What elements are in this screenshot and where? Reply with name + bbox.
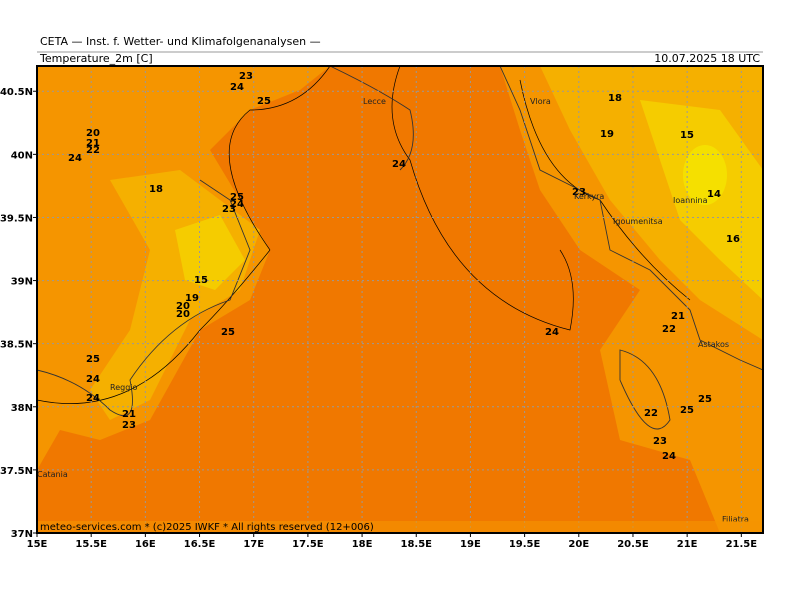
contour-label: 25	[257, 96, 271, 107]
contour-label: 23	[653, 436, 667, 447]
contour-label: 25	[698, 394, 712, 405]
x-tick-label: 20E	[568, 539, 589, 550]
contour-label: 24	[392, 159, 406, 170]
x-tick-label: 16.5E	[184, 539, 216, 550]
footer-band	[37, 521, 763, 533]
y-tick-label: 40N	[11, 150, 33, 161]
contour-label: 25	[230, 192, 244, 203]
y-tick-label: 37.5N	[0, 466, 33, 477]
contour-label: 22	[86, 145, 100, 156]
y-tick-label: 38.5N	[0, 340, 33, 351]
y-tick-label: 39N	[11, 277, 33, 288]
contour-lines	[37, 66, 691, 404]
contour-label: 16	[726, 234, 740, 245]
contour-label: 20	[176, 301, 190, 312]
x-tick-label: 18E	[352, 539, 373, 550]
contour-label: 24	[545, 327, 559, 338]
axes: 15E 15.5E 16E 16.5E 17E 17.5E 18E 18.5E 19E 19.5E…	[0, 87, 757, 550]
place-name: Reggio	[110, 383, 138, 392]
contour-label: 20	[176, 309, 190, 320]
place-name: Catania	[37, 470, 68, 479]
x-tick-label: 21.5E	[726, 539, 758, 550]
contour-label: 22	[644, 408, 658, 419]
header-title: CETA — Inst. f. Wetter- und Klimafolgena…	[40, 35, 321, 48]
place-name: Astakos	[698, 340, 729, 349]
contour-label-layer: 2324252021222418252423151920202525242421…	[68, 71, 740, 462]
y-tick-label: 40.5N	[0, 87, 33, 98]
contour-label: 15	[680, 130, 694, 141]
footer-text: meteo-services.com * (c)2025 IWKF * All …	[40, 522, 374, 533]
contour-label: 25	[680, 405, 694, 416]
contour-label: 21	[122, 409, 136, 420]
contour-label: 21	[671, 311, 685, 322]
contour-label: 22	[662, 324, 676, 335]
contour-label: 23	[239, 71, 253, 82]
place-name: Filiatra	[722, 515, 749, 524]
place-name: Lecce	[363, 97, 386, 106]
x-tick-label: 15.5E	[75, 539, 107, 550]
contour-label: 24	[230, 199, 244, 210]
contour-label: 24	[68, 153, 82, 164]
y-tick-label: 37N	[11, 529, 33, 540]
x-tick-label: 17E	[243, 539, 264, 550]
contour-label: 24	[230, 82, 244, 93]
variable-label: Temperature_2m [C]	[39, 52, 153, 65]
contour-label: 24	[86, 374, 100, 385]
place-name: Ioannina	[673, 196, 708, 205]
place-name: Kerkyra	[574, 192, 604, 201]
x-tick-label: 18.5E	[400, 539, 432, 550]
mountain-cooler	[175, 215, 245, 290]
contour-label: 24	[662, 451, 676, 462]
contour-label: 19	[600, 129, 614, 140]
coastlines	[37, 66, 763, 430]
map-field: 2324252021222418252423151920202525242421…	[37, 66, 763, 533]
grid	[37, 66, 763, 533]
contour-label: 15	[194, 275, 208, 286]
place-name: Igoumenitsa	[613, 217, 663, 226]
contour-label: 21	[86, 138, 100, 149]
contour-label: 18	[149, 184, 163, 195]
x-tick-label: 21E	[677, 539, 698, 550]
contour-label: 23	[572, 187, 586, 198]
x-tick-label: 20.5E	[617, 539, 649, 550]
map-frame	[36, 65, 764, 534]
x-tick-label: 17.5E	[292, 539, 324, 550]
place-layer: Lecce Vlora Kerkyra Igoumenitsa Ioannina Asta…	[37, 97, 749, 524]
ioannina-cold	[683, 145, 727, 205]
date-label: 10.07.2025 18 UTC	[654, 52, 760, 65]
y-tick-label: 38N	[11, 403, 33, 414]
x-tick-label: 15E	[27, 539, 48, 550]
place-name: Vlora	[530, 97, 551, 106]
x-tick-label: 16E	[135, 539, 156, 550]
contour-label: 20	[86, 128, 100, 139]
x-tick-label: 19.5E	[509, 539, 541, 550]
contour-label: 19	[185, 293, 199, 304]
contour-label: 25	[221, 327, 235, 338]
contour-label: 18	[608, 93, 622, 104]
contour-label: 25	[86, 354, 100, 365]
contour-label: 23	[222, 204, 236, 215]
x-tick-label: 19E	[460, 539, 481, 550]
contour-label: 14	[707, 189, 721, 200]
y-tick-label: 39.5N	[0, 213, 33, 224]
contour-label: 23	[122, 420, 136, 431]
contour-label: 24	[86, 393, 100, 404]
